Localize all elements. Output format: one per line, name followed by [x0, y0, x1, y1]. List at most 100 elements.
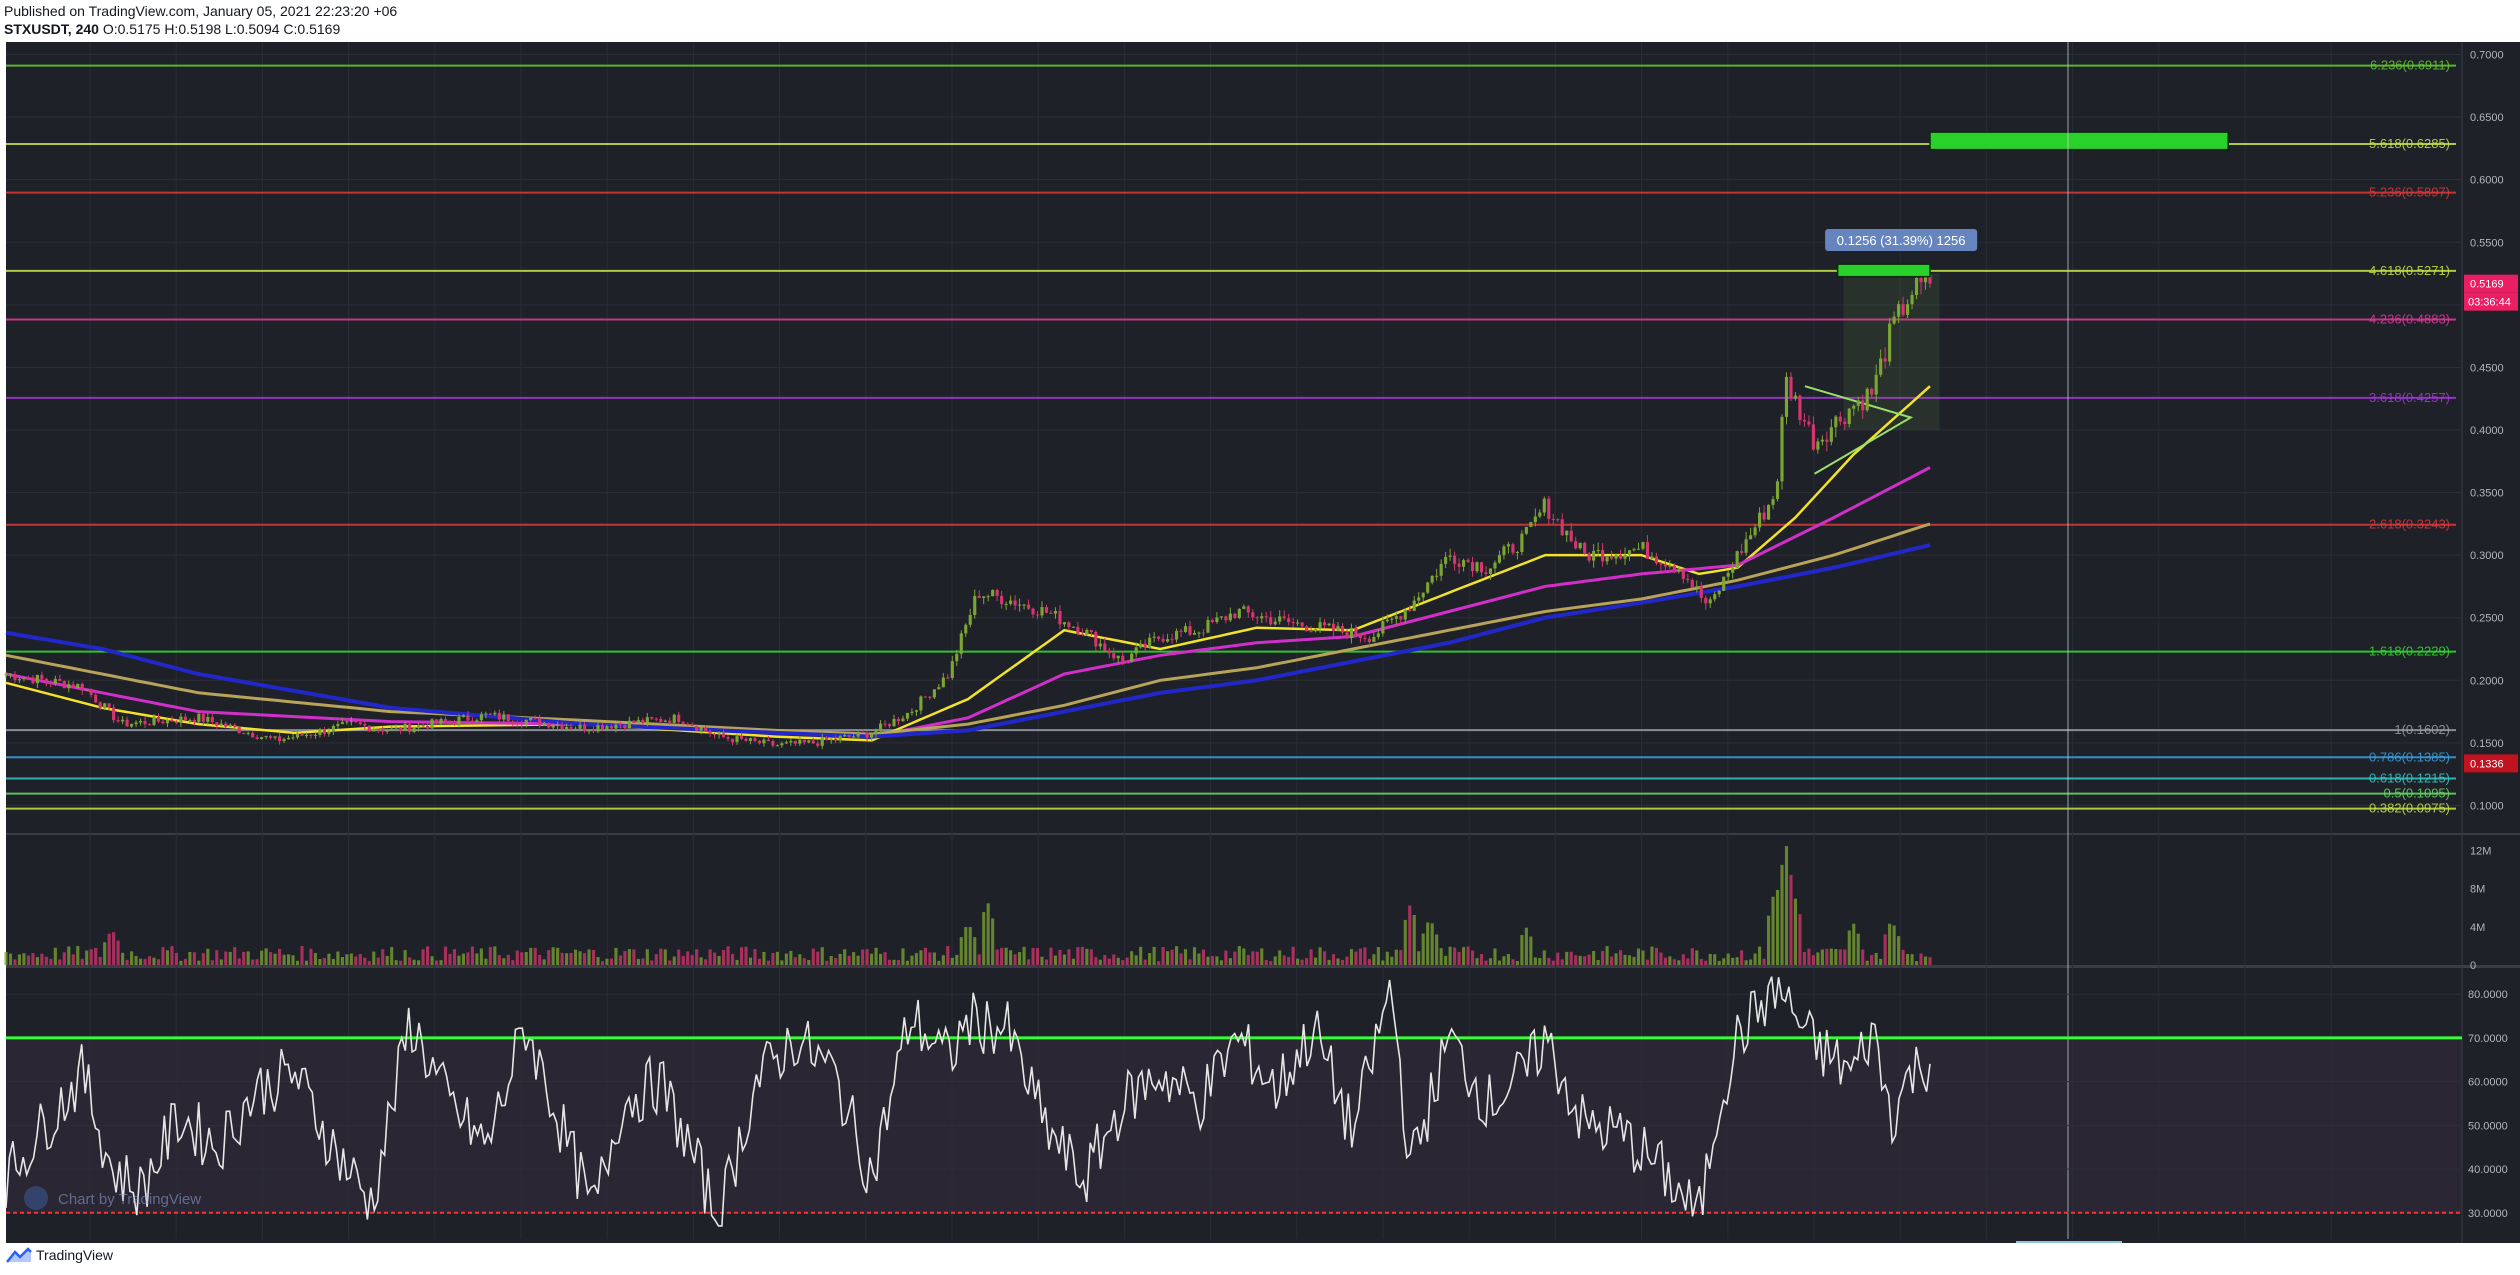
volume-bar	[1417, 951, 1421, 965]
volume-bar	[641, 958, 645, 965]
volume-bar	[67, 946, 71, 965]
candle	[946, 677, 950, 679]
volume-bar	[1394, 949, 1398, 965]
volume-bar	[58, 959, 62, 965]
candle	[1659, 563, 1663, 565]
candle	[529, 717, 533, 721]
ema-fast-line	[5, 385, 1931, 742]
volume-bar	[403, 950, 407, 965]
candle	[1771, 499, 1775, 505]
volume-bar	[1192, 947, 1197, 965]
volume-bar	[147, 956, 152, 965]
volume-bar	[80, 958, 84, 965]
candle	[1668, 565, 1672, 567]
candle	[847, 735, 851, 737]
candle	[138, 720, 143, 723]
volume-bar	[771, 952, 775, 965]
candle	[76, 683, 80, 688]
volume-bar	[1914, 961, 1919, 965]
candle	[1713, 594, 1717, 600]
candle	[1565, 530, 1569, 536]
volume-bar	[1224, 950, 1228, 965]
volume-bar	[1049, 947, 1053, 965]
candle	[1013, 600, 1017, 606]
volume-bar	[269, 952, 273, 965]
candle	[542, 722, 546, 726]
volume-bar	[138, 958, 143, 965]
volume-bar	[1807, 948, 1811, 965]
candle	[1367, 638, 1371, 643]
volume-bar	[98, 957, 102, 965]
volume-bar	[614, 947, 618, 965]
candle	[336, 724, 340, 726]
candle	[1291, 622, 1295, 624]
volume-bar	[493, 946, 497, 965]
volume-bar	[354, 956, 358, 965]
volume-bar	[699, 957, 703, 965]
volume-bar	[475, 953, 479, 965]
volume-bar	[1515, 961, 1519, 965]
volume-bar	[26, 955, 30, 965]
countdown-bg	[2464, 292, 2518, 311]
candle	[1408, 610, 1412, 612]
fib-label: 4.618(0.5271)	[2369, 263, 2450, 278]
symbol-line: STXUSDT, 240 O:0.5175 H:0.5198 L:0.5094 …	[4, 21, 340, 37]
candle	[49, 681, 53, 684]
rsi-tick-label: 40.0000	[2468, 1164, 2508, 1176]
candle	[1394, 616, 1398, 619]
candle	[358, 722, 362, 725]
chart-area[interactable]: 0.70000.65000.60000.55000.50000.45000.40…	[0, 40, 2520, 1243]
volume-bar	[1462, 947, 1466, 965]
volume-bar	[762, 951, 766, 965]
volume-bar	[327, 953, 331, 965]
candle	[1627, 550, 1632, 555]
candle	[1726, 572, 1730, 577]
candle	[511, 721, 515, 724]
candle	[807, 740, 811, 743]
candle	[784, 742, 788, 744]
candle	[13, 674, 17, 680]
candle	[210, 716, 214, 723]
volume-bar	[551, 947, 555, 965]
ema-slow-line	[5, 522, 1931, 736]
fib-label: 0.5(0.1095)	[2384, 786, 2451, 801]
candle	[1547, 498, 1551, 519]
volume-bar	[233, 947, 237, 965]
volume-bar	[1148, 953, 1152, 965]
volume-bar	[1354, 951, 1358, 965]
candle	[313, 734, 318, 736]
candle	[286, 737, 291, 740]
candle	[426, 725, 430, 729]
volume-bar	[1098, 959, 1102, 965]
volume-bar	[381, 949, 385, 965]
candle	[1601, 550, 1605, 562]
volume-bar	[1152, 946, 1156, 965]
measure-label-bg	[1825, 229, 1978, 252]
volume-bar	[1708, 953, 1712, 965]
volume-bar	[686, 951, 690, 965]
volume-bar	[1511, 959, 1515, 965]
volume-bar	[937, 960, 941, 965]
volume-bar	[1825, 948, 1829, 965]
candle	[1439, 563, 1443, 576]
volume-bar	[421, 949, 425, 965]
volume-bar	[654, 954, 658, 965]
volume-bar	[1627, 955, 1632, 965]
volume-bar	[161, 947, 165, 965]
volume-bar	[600, 961, 605, 965]
volume-bar	[1349, 949, 1354, 965]
volume-bar	[291, 955, 295, 965]
candle	[1390, 618, 1394, 620]
volume-bar	[1565, 951, 1569, 965]
volume-bar	[1610, 956, 1614, 965]
candle	[1556, 519, 1560, 521]
candle	[892, 718, 896, 727]
volume-bar	[726, 946, 730, 965]
volume-bar	[802, 958, 806, 965]
volume-bar	[1542, 950, 1546, 965]
candle	[457, 716, 461, 724]
candle	[372, 729, 376, 732]
volume-bar	[1157, 961, 1161, 965]
last-price-bg	[2464, 274, 2518, 293]
candle	[1174, 630, 1179, 640]
